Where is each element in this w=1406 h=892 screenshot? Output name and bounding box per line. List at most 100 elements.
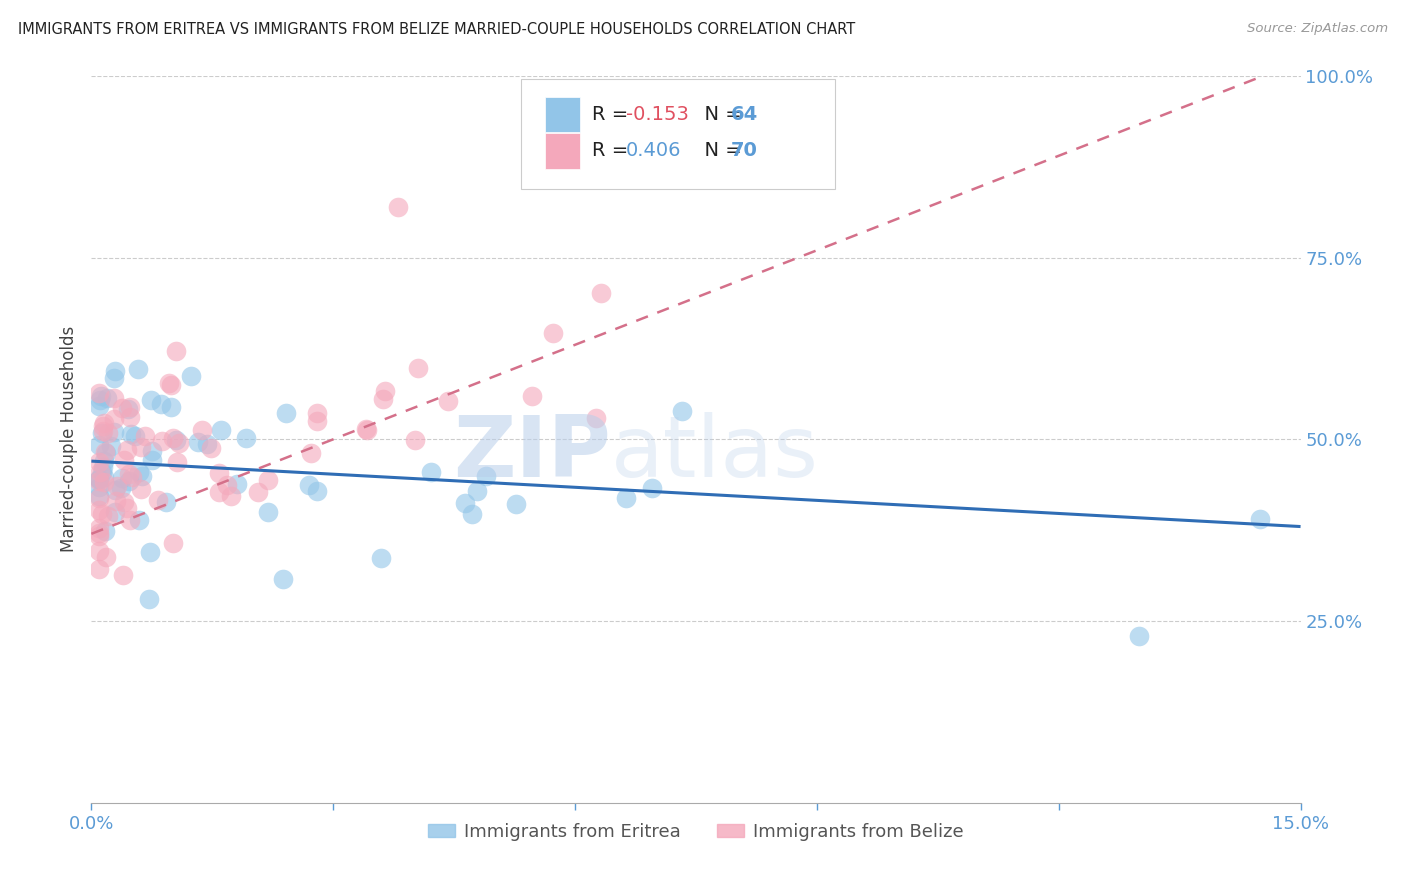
Point (103, 425, 125, 440)
Point (467, 483, 489, 498)
Point (274, 406, 297, 420)
Point (356, 423, 378, 437)
Point (641, 481, 664, 495)
Text: N =: N = (692, 141, 748, 161)
Point (110, 481, 132, 495)
Point (146, 492, 169, 507)
Point (127, 362, 149, 376)
Point (117, 443, 139, 458)
Point (307, 406, 329, 420)
Point (111, 471, 134, 485)
Point (93, 524, 115, 538)
Point (305, 414, 328, 428)
Point (200, 441, 222, 455)
Point (256, 505, 278, 519)
Point (404, 433, 426, 447)
Point (543, 326, 565, 341)
Point (208, 484, 231, 499)
Text: Source: ZipAtlas.com: Source: ZipAtlas.com (1247, 22, 1388, 36)
Point (117, 501, 139, 516)
Text: -0.153: -0.153 (626, 105, 689, 124)
Point (89, 474, 111, 488)
Point (104, 364, 127, 378)
Text: N =: N = (692, 105, 748, 124)
Point (141, 444, 163, 458)
Point (271, 572, 294, 586)
Point (89, 399, 111, 413)
Point (406, 360, 429, 375)
Point (162, 431, 184, 445)
Text: 70: 70 (731, 141, 758, 161)
Point (111, 401, 134, 416)
Point (89, 386, 111, 401)
Point (167, 435, 190, 450)
Text: 64: 64 (731, 105, 758, 124)
Point (104, 483, 127, 498)
Point (93, 470, 115, 484)
Point (120, 512, 142, 526)
Point (104, 505, 127, 519)
Point (209, 423, 232, 437)
Point (91, 507, 114, 521)
Point (187, 434, 209, 449)
Point (180, 369, 202, 384)
FancyBboxPatch shape (520, 79, 835, 188)
Point (256, 473, 278, 487)
Point (89, 455, 111, 469)
Point (91, 425, 114, 440)
Point (103, 411, 125, 425)
Point (128, 513, 150, 527)
Point (215, 478, 238, 492)
Point (118, 400, 141, 414)
Point (118, 474, 141, 488)
Point (208, 467, 231, 481)
Y-axis label: Married-couple Households: Married-couple Households (59, 326, 77, 552)
Point (131, 482, 153, 496)
Point (89, 472, 111, 486)
Point (165, 433, 187, 447)
Point (520, 388, 543, 402)
Point (371, 392, 394, 406)
Point (301, 446, 323, 460)
Point (129, 440, 152, 454)
Point (195, 437, 218, 451)
Point (131, 469, 153, 483)
Point (121, 469, 143, 483)
Point (671, 403, 693, 417)
Point (150, 397, 173, 411)
Point (454, 496, 477, 510)
Point (585, 411, 607, 425)
Point (591, 285, 613, 300)
Point (94, 446, 117, 460)
Point (93, 460, 115, 475)
Point (94, 445, 117, 459)
Point (475, 469, 498, 483)
Point (100, 439, 122, 453)
Legend: Immigrants from Eritrea, Immigrants from Belize: Immigrants from Eritrea, Immigrants from… (420, 816, 972, 848)
Point (111, 567, 134, 582)
Point (120, 427, 142, 442)
Point (89, 529, 111, 543)
Point (221, 489, 243, 503)
Text: atlas: atlas (612, 412, 820, 495)
Point (139, 392, 162, 407)
Point (139, 545, 162, 559)
Point (103, 391, 125, 405)
Point (162, 536, 184, 550)
Point (226, 477, 249, 491)
Point (235, 431, 257, 445)
Point (117, 402, 139, 417)
Point (461, 507, 484, 521)
Point (89, 480, 111, 494)
Point (152, 434, 174, 449)
Point (97, 508, 120, 523)
Point (89, 562, 111, 576)
Point (89, 503, 111, 517)
Point (155, 494, 177, 508)
Point (96, 391, 118, 405)
Point (89, 521, 111, 535)
Point (89, 438, 111, 452)
Point (134, 429, 156, 443)
Point (124, 429, 146, 443)
Point (307, 483, 329, 498)
